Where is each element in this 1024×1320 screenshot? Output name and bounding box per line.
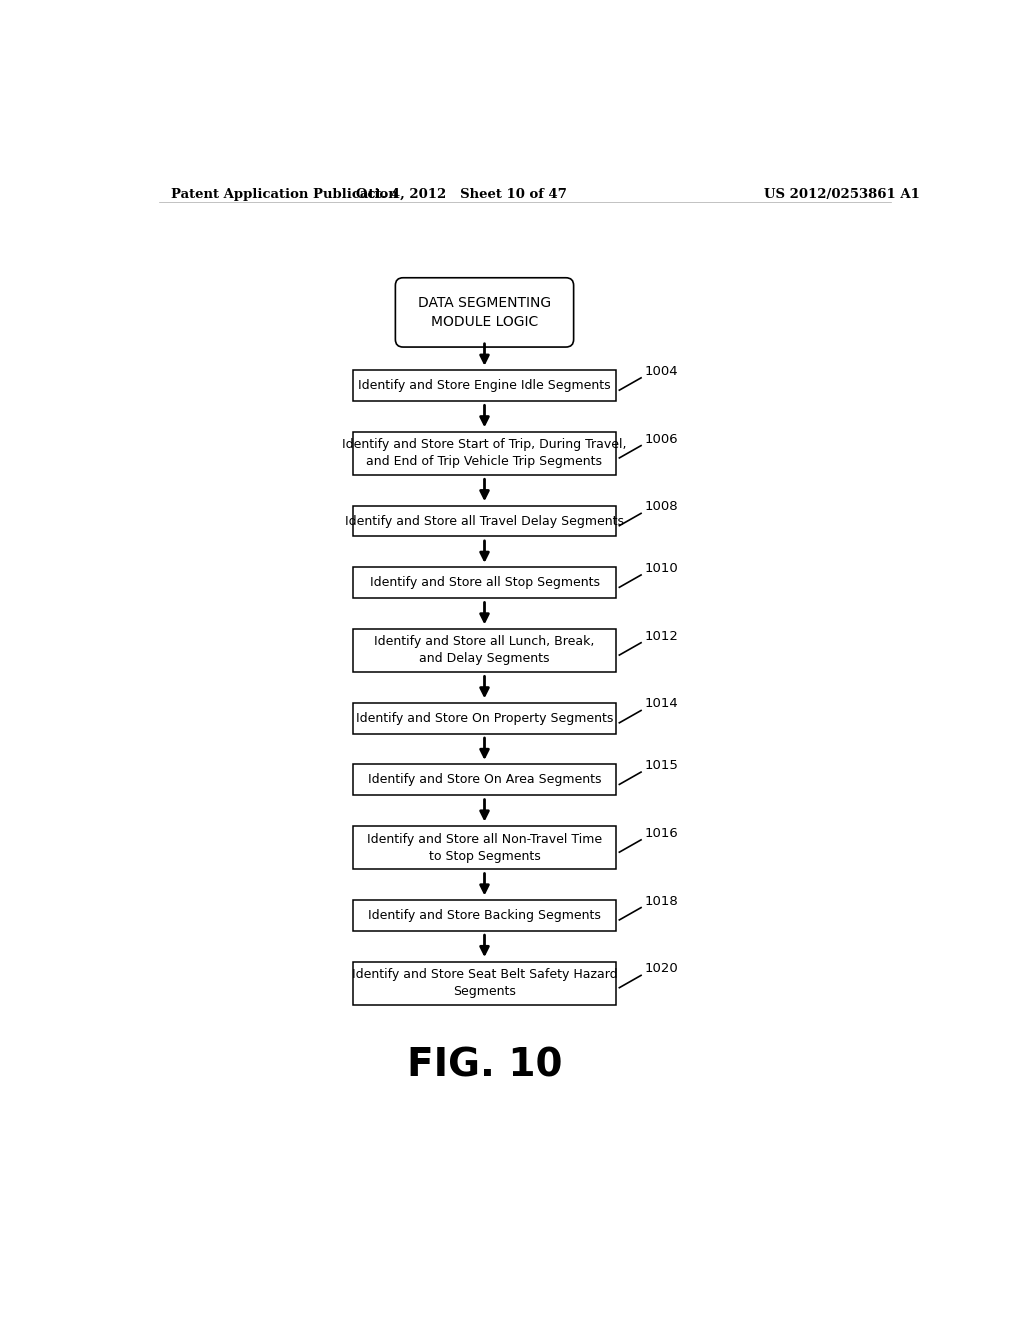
- FancyBboxPatch shape: [352, 568, 616, 598]
- Text: 1015: 1015: [645, 759, 679, 772]
- Text: 1012: 1012: [645, 630, 679, 643]
- Text: Identify and Store all Travel Delay Segments: Identify and Store all Travel Delay Segm…: [345, 515, 624, 528]
- Text: Identify and Store On Area Segments: Identify and Store On Area Segments: [368, 774, 601, 787]
- Text: 1004: 1004: [645, 364, 679, 378]
- Text: Identify and Store Engine Idle Segments: Identify and Store Engine Idle Segments: [358, 379, 610, 392]
- Text: Identify and Store Backing Segments: Identify and Store Backing Segments: [368, 908, 601, 921]
- Text: 1006: 1006: [645, 433, 679, 446]
- Text: FIG. 10: FIG. 10: [407, 1047, 562, 1085]
- Text: US 2012/0253861 A1: US 2012/0253861 A1: [764, 187, 920, 201]
- Text: DATA SEGMENTING
MODULE LOGIC: DATA SEGMENTING MODULE LOGIC: [418, 296, 551, 329]
- FancyBboxPatch shape: [352, 961, 616, 1005]
- FancyBboxPatch shape: [352, 702, 616, 734]
- Text: Identify and Store all Stop Segments: Identify and Store all Stop Segments: [370, 576, 599, 589]
- Text: Identify and Store all Non-Travel Time
to Stop Segments: Identify and Store all Non-Travel Time t…: [367, 833, 602, 862]
- Text: 1020: 1020: [645, 962, 679, 975]
- Text: Patent Application Publication: Patent Application Publication: [171, 187, 397, 201]
- Text: 1018: 1018: [645, 895, 679, 908]
- FancyBboxPatch shape: [352, 900, 616, 931]
- Text: 1016: 1016: [645, 826, 679, 840]
- FancyBboxPatch shape: [352, 826, 616, 869]
- Text: Identify and Store Start of Trip, During Travel,
and End of Trip Vehicle Trip Se: Identify and Store Start of Trip, During…: [342, 438, 627, 469]
- Text: 1010: 1010: [645, 562, 679, 576]
- Text: 1014: 1014: [645, 697, 679, 710]
- FancyBboxPatch shape: [352, 764, 616, 795]
- Text: Identify and Store all Lunch, Break,
and Delay Segments: Identify and Store all Lunch, Break, and…: [375, 635, 595, 665]
- FancyBboxPatch shape: [395, 277, 573, 347]
- FancyBboxPatch shape: [352, 628, 616, 672]
- FancyBboxPatch shape: [352, 432, 616, 475]
- FancyBboxPatch shape: [352, 370, 616, 401]
- Text: Identify and Store Seat Belt Safety Hazard
Segments: Identify and Store Seat Belt Safety Haza…: [351, 968, 617, 998]
- FancyBboxPatch shape: [352, 506, 616, 536]
- Text: Identify and Store On Property Segments: Identify and Store On Property Segments: [355, 711, 613, 725]
- Text: 1008: 1008: [645, 500, 679, 513]
- Text: Oct. 4, 2012   Sheet 10 of 47: Oct. 4, 2012 Sheet 10 of 47: [355, 187, 566, 201]
